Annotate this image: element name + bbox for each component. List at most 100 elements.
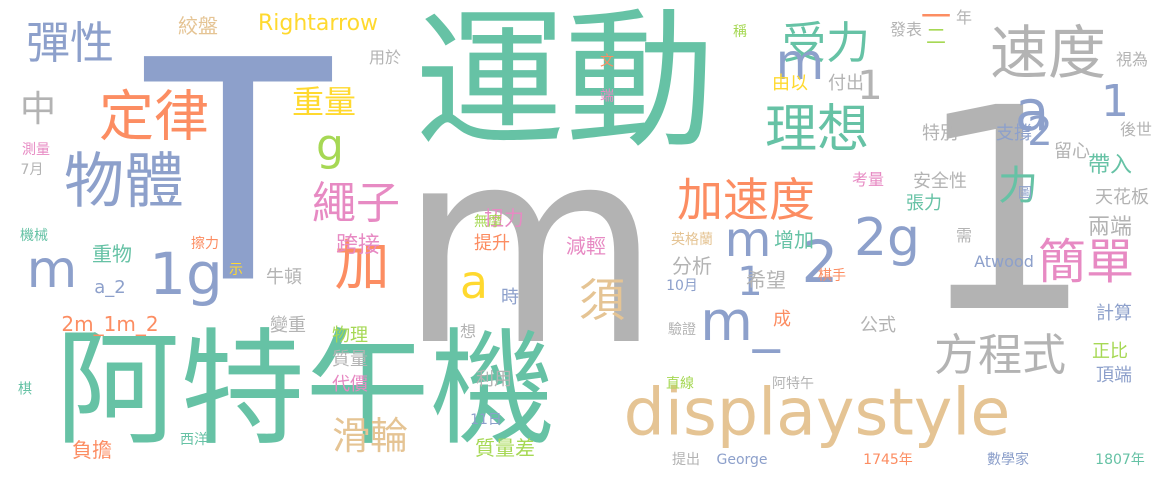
word: 利用 (476, 369, 512, 390)
word: 質量 (332, 349, 368, 370)
word: Atwood (974, 252, 1034, 271)
word: 年 (955, 8, 973, 27)
word: 棋 (16, 381, 32, 395)
word: m (398, 90, 662, 405)
word: 想 (459, 322, 477, 341)
word: 重量 (291, 83, 357, 121)
word: 支撐 (996, 123, 1032, 144)
word: 理想 (764, 100, 870, 160)
word: 用於 (368, 48, 402, 67)
word: 英格蘭 (671, 232, 713, 248)
word: 機械 (20, 228, 48, 244)
word: 時 (501, 287, 519, 308)
word: 中 (19, 89, 57, 130)
word: 變重 (270, 315, 306, 336)
word: 成 (773, 309, 791, 330)
word: a (1014, 79, 1050, 144)
word: 視為 (1115, 50, 1149, 69)
word: 重物 (92, 242, 132, 266)
word: a_2 (94, 277, 126, 298)
word: 棋手 (818, 268, 846, 284)
word: 張力 (906, 193, 942, 214)
word: 繩子 (312, 178, 400, 229)
word: m (26, 240, 78, 300)
word: 負擔 (72, 438, 112, 462)
word: 驗證 (668, 322, 696, 338)
word: 後世 (1119, 120, 1153, 139)
word: 須 (579, 273, 625, 327)
word: 天花板 (1095, 187, 1149, 208)
word: 付出 (828, 73, 864, 94)
word: 一 (921, 0, 951, 35)
word: 發表 (889, 20, 923, 39)
word: 阿特午機 (55, 317, 555, 463)
word: 1 (1101, 76, 1129, 127)
word: 扭力 (484, 206, 524, 230)
word: 彈性 (26, 18, 114, 69)
word: 方程式 (934, 330, 1066, 381)
word: 簡單 (1037, 234, 1135, 290)
word: 質量差 (475, 436, 535, 460)
word: 測量 (22, 142, 50, 158)
word: 10月 (666, 278, 698, 294)
word: 數學家 (987, 452, 1029, 468)
word: 希望 (746, 268, 786, 292)
word: 1 (915, 49, 1095, 375)
word: displaystyle (623, 375, 1011, 451)
word: 加 (334, 233, 390, 298)
word: 無摩 (474, 214, 502, 230)
word: 滑輪 (331, 414, 409, 458)
word: 受力 (782, 18, 870, 69)
word: m (775, 33, 825, 91)
word: 提升 (474, 233, 510, 254)
word: 安全性 (913, 171, 967, 192)
word: a (459, 255, 489, 309)
word: 1 (737, 259, 763, 305)
word: 定律 (98, 84, 210, 149)
word: 絞盤 (178, 14, 218, 38)
word: 公式 (860, 315, 896, 336)
word v: 稱 (733, 24, 747, 40)
word: 正比 (1092, 341, 1128, 362)
word: 計算 (1096, 303, 1132, 324)
word: 2m_1m_2 (61, 312, 159, 336)
word: 1745年 (863, 452, 913, 468)
word: 特別 (922, 123, 958, 144)
word: 增加 (774, 228, 814, 252)
word: 示 (229, 262, 243, 278)
word: 物理 (332, 325, 368, 346)
word: 運動 (414, 0, 716, 169)
word: 加速度 (677, 173, 815, 227)
word: 1g (149, 240, 223, 308)
word: 代價 (332, 374, 368, 395)
word: 西洋 (180, 432, 208, 448)
word: 11日 (470, 412, 502, 428)
word: 1807年 (1095, 452, 1145, 468)
word: 考量 (851, 170, 885, 189)
word: g (316, 120, 344, 171)
word: 兩端 (1087, 215, 1133, 240)
word: 圖 (1016, 185, 1032, 199)
word: 留心 (1054, 141, 1090, 162)
word: 2g (853, 208, 921, 268)
word: 由以 (772, 73, 808, 94)
word: 7月 (20, 162, 44, 178)
word: 速度 (989, 19, 1107, 87)
word: 直線 (666, 376, 694, 392)
word: 減輕 (566, 234, 606, 258)
word: 2 (801, 228, 839, 296)
word: 提出 (672, 452, 700, 468)
word: 力 (998, 163, 1038, 209)
word: 分析 (672, 254, 712, 278)
word: 端 (598, 88, 614, 102)
word: 跨接 (335, 233, 381, 258)
word: m (724, 212, 772, 268)
word: 二 (926, 24, 946, 48)
word: T (144, 0, 332, 351)
word: 擦力 (191, 236, 219, 252)
word: 需 (955, 226, 973, 245)
word: 牛頓 (266, 267, 302, 288)
word: 物體 (64, 147, 184, 217)
word: Rightarrow (257, 11, 379, 36)
